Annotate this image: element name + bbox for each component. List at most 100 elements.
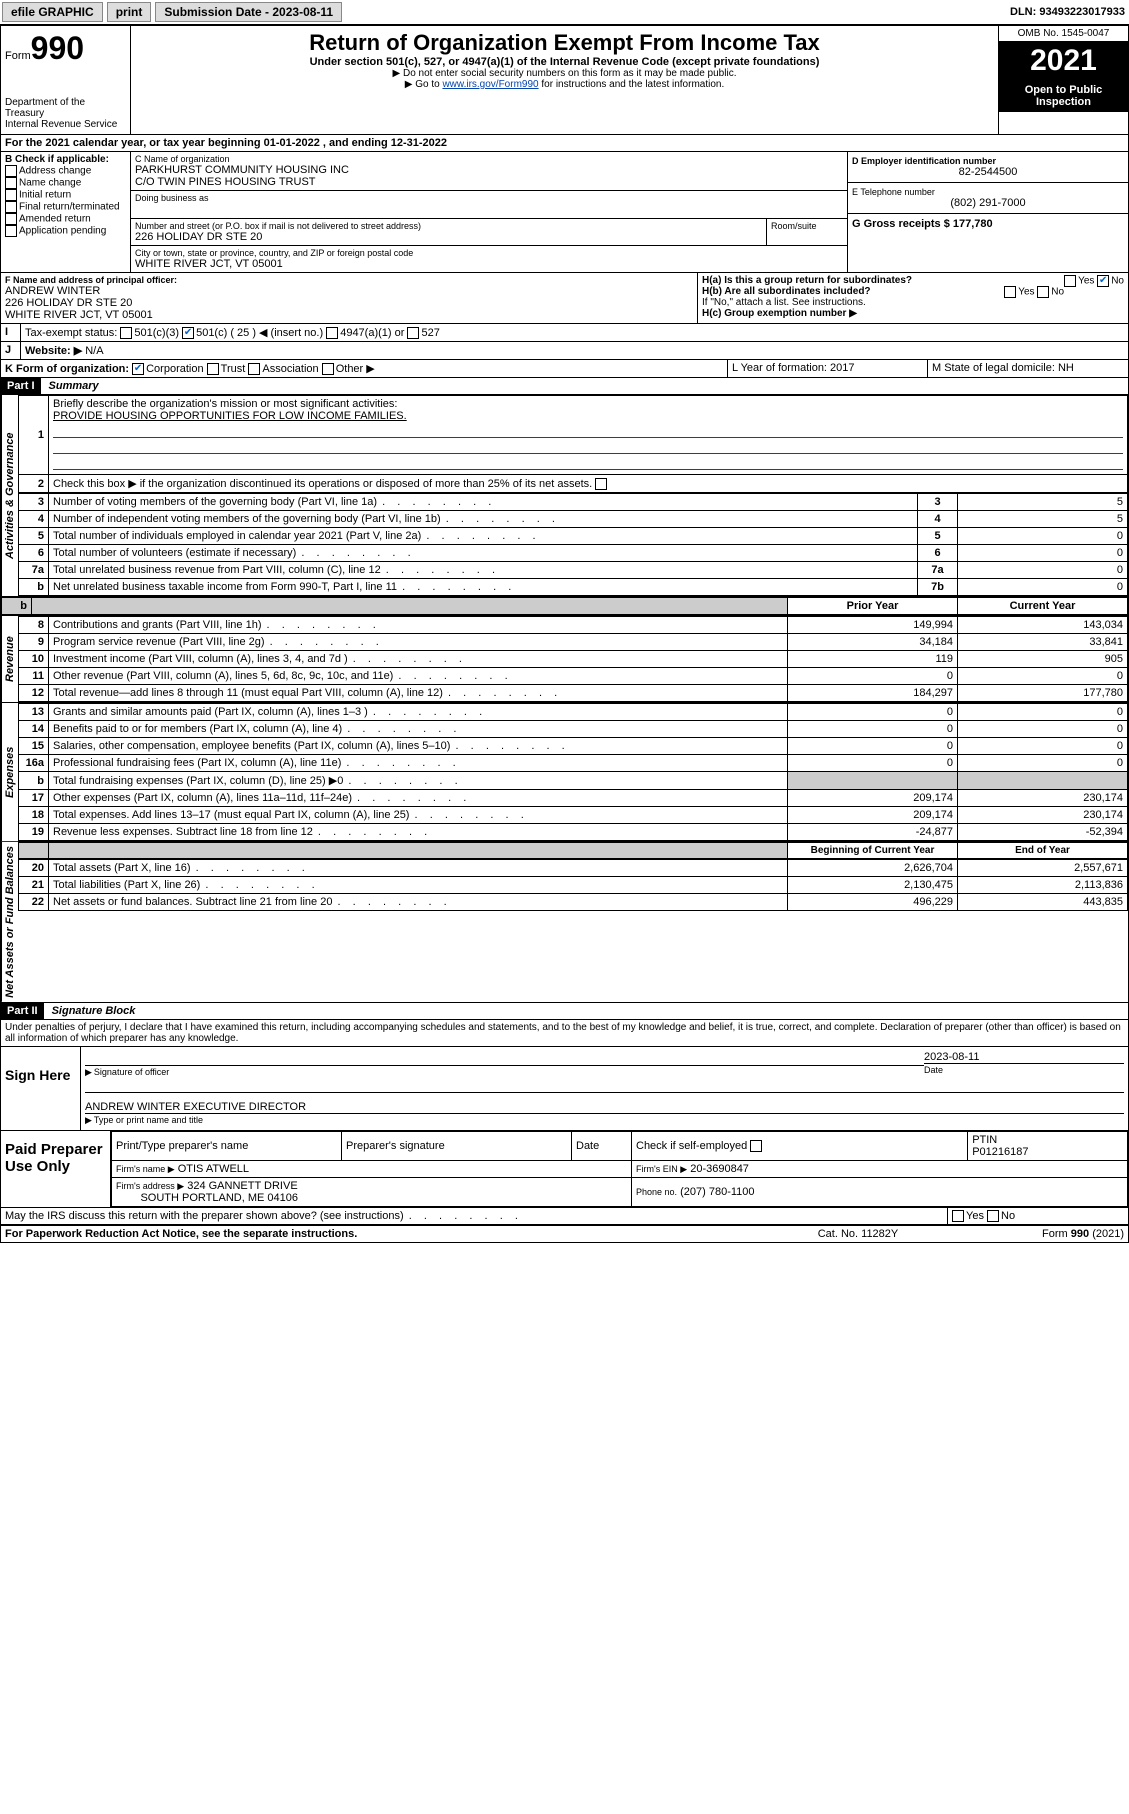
row-n: 15	[19, 738, 49, 755]
ha-no[interactable]	[1097, 275, 1109, 287]
sig-officer-lbl: Signature of officer	[85, 1067, 169, 1077]
row-box: 5	[918, 528, 958, 545]
prior-val: 496,229	[788, 894, 958, 911]
row-n: 14	[19, 721, 49, 738]
yes-lbl: Yes	[1078, 276, 1094, 287]
h-note: If "No," attach a list. See instructions…	[702, 297, 1124, 308]
irs-link[interactable]: www.irs.gov/Form990	[442, 79, 538, 90]
paperwork: For Paperwork Reduction Act Notice, see …	[1, 1226, 768, 1242]
print-btn[interactable]: print	[107, 2, 152, 22]
l2-n: 2	[19, 475, 49, 493]
chk-trust[interactable]	[207, 363, 219, 375]
chk-501c[interactable]	[182, 327, 194, 339]
row-text: Program service revenue (Part VIII, line…	[49, 634, 788, 651]
current-val: 143,034	[958, 617, 1128, 634]
opt-other: Other ▶	[336, 363, 375, 375]
chk-discontinued[interactable]	[595, 478, 607, 490]
chk-initial-return[interactable]	[5, 189, 17, 201]
prior-val: 209,174	[788, 807, 958, 824]
prior-val: 2,130,475	[788, 877, 958, 894]
chk-amended[interactable]	[5, 213, 17, 225]
discuss-no[interactable]	[987, 1210, 999, 1222]
row-n: b	[19, 772, 49, 790]
chk-assoc[interactable]	[248, 363, 260, 375]
chk-501c3[interactable]	[120, 327, 132, 339]
ssn-warning: ▶ Do not enter social security numbers o…	[135, 68, 994, 79]
prior-val	[788, 772, 958, 790]
chk-app-pending[interactable]	[5, 225, 17, 237]
row-n: 8	[19, 617, 49, 634]
current-val: 905	[958, 651, 1128, 668]
chk-address-change[interactable]	[5, 165, 17, 177]
website-label: Website: ▶	[25, 345, 82, 357]
sig-date: 2023-08-11	[924, 1051, 1124, 1063]
prep-sig-lbl: Preparer's signature	[342, 1132, 572, 1161]
row-n: 22	[19, 894, 49, 911]
prior-val: 209,174	[788, 790, 958, 807]
row-text: Total assets (Part X, line 16)	[49, 860, 788, 877]
tax-year-range: For the 2021 calendar year, or tax year …	[1, 135, 1128, 151]
current-val	[958, 772, 1128, 790]
website-val: N/A	[85, 345, 103, 357]
declaration: Under penalties of perjury, I declare th…	[0, 1020, 1129, 1047]
current-val: 0	[958, 721, 1128, 738]
h-b: H(b) Are all subordinates included?	[702, 286, 871, 297]
efile-btn[interactable]: efile GRAPHIC	[2, 2, 103, 22]
box-e-label: E Telephone number	[852, 187, 1124, 197]
opt-app-pending: Application pending	[19, 226, 106, 237]
discuss-yes[interactable]	[952, 1210, 964, 1222]
prior-val: 0	[788, 704, 958, 721]
row-text: Total number of volunteers (estimate if …	[49, 545, 918, 562]
opt-501c3: 501(c)(3)	[134, 327, 179, 339]
current-val: 230,174	[958, 807, 1128, 824]
opt-initial-return: Initial return	[19, 190, 71, 201]
row-text: Total liabilities (Part X, line 26)	[49, 877, 788, 894]
row-n: 6	[19, 545, 49, 562]
current-val: 230,174	[958, 790, 1128, 807]
opt-527: 527	[421, 327, 439, 339]
row-text: Contributions and grants (Part VIII, lin…	[49, 617, 788, 634]
chk-other[interactable]	[322, 363, 334, 375]
chk-527[interactable]	[407, 327, 419, 339]
self-emp: Check if self-employed	[632, 1132, 968, 1161]
end-year-hdr: End of Year	[958, 843, 1128, 859]
paid-preparer: Paid Preparer Use Only	[1, 1131, 111, 1207]
row-box: 7a	[918, 562, 958, 579]
chk-self-emp[interactable]	[750, 1140, 762, 1152]
firm-addr2: SOUTH PORTLAND, ME 04106	[140, 1192, 298, 1204]
form-header: Form990 Department of the Treasury Inter…	[0, 25, 1129, 135]
yes-lbl2: Yes	[1018, 287, 1034, 298]
row-n: 4	[19, 511, 49, 528]
row-n: 17	[19, 790, 49, 807]
side-net: Net Assets or Fund Balances	[1, 842, 18, 1002]
line-j-lbl: J	[1, 342, 21, 359]
dln: DLN: 93493223017933	[1006, 6, 1129, 18]
current-val: 2,113,836	[958, 877, 1128, 894]
row-n: 19	[19, 824, 49, 841]
side-rev: Revenue	[1, 616, 18, 702]
discuss: May the IRS discuss this return with the…	[1, 1208, 948, 1224]
row-n: 21	[19, 877, 49, 894]
row-n: 11	[19, 668, 49, 685]
chk-final-return[interactable]	[5, 201, 17, 213]
row-text: Net assets or fund balances. Subtract li…	[49, 894, 788, 911]
officer-addr1: 226 HOLIDAY DR STE 20	[5, 297, 693, 309]
opt-501c: 501(c) ( 25 ) ◀ (insert no.)	[196, 327, 323, 339]
row-text: Benefits paid to or for members (Part IX…	[49, 721, 788, 738]
row-text: Other expenses (Part IX, column (A), lin…	[49, 790, 788, 807]
form-title: Return of Organization Exempt From Incom…	[135, 30, 994, 56]
line-k-label: K Form of organization:	[5, 363, 129, 375]
chk-corp[interactable]	[132, 363, 144, 375]
firm-name-lbl: Firm's name ▶	[116, 1164, 175, 1174]
firm-name: OTIS ATWELL	[178, 1163, 249, 1175]
chk-name-change[interactable]	[5, 177, 17, 189]
hb-no[interactable]	[1037, 286, 1049, 298]
d-yes: Yes	[966, 1210, 984, 1222]
row-text: Net unrelated business taxable income fr…	[49, 579, 918, 596]
hb-yes[interactable]	[1004, 286, 1016, 298]
prior-val: 149,994	[788, 617, 958, 634]
city-val: WHITE RIVER JCT, VT 05001	[135, 258, 843, 270]
chk-4947[interactable]	[326, 327, 338, 339]
ha-yes[interactable]	[1064, 275, 1076, 287]
firm-ein-lbl: Firm's EIN ▶	[636, 1164, 687, 1174]
